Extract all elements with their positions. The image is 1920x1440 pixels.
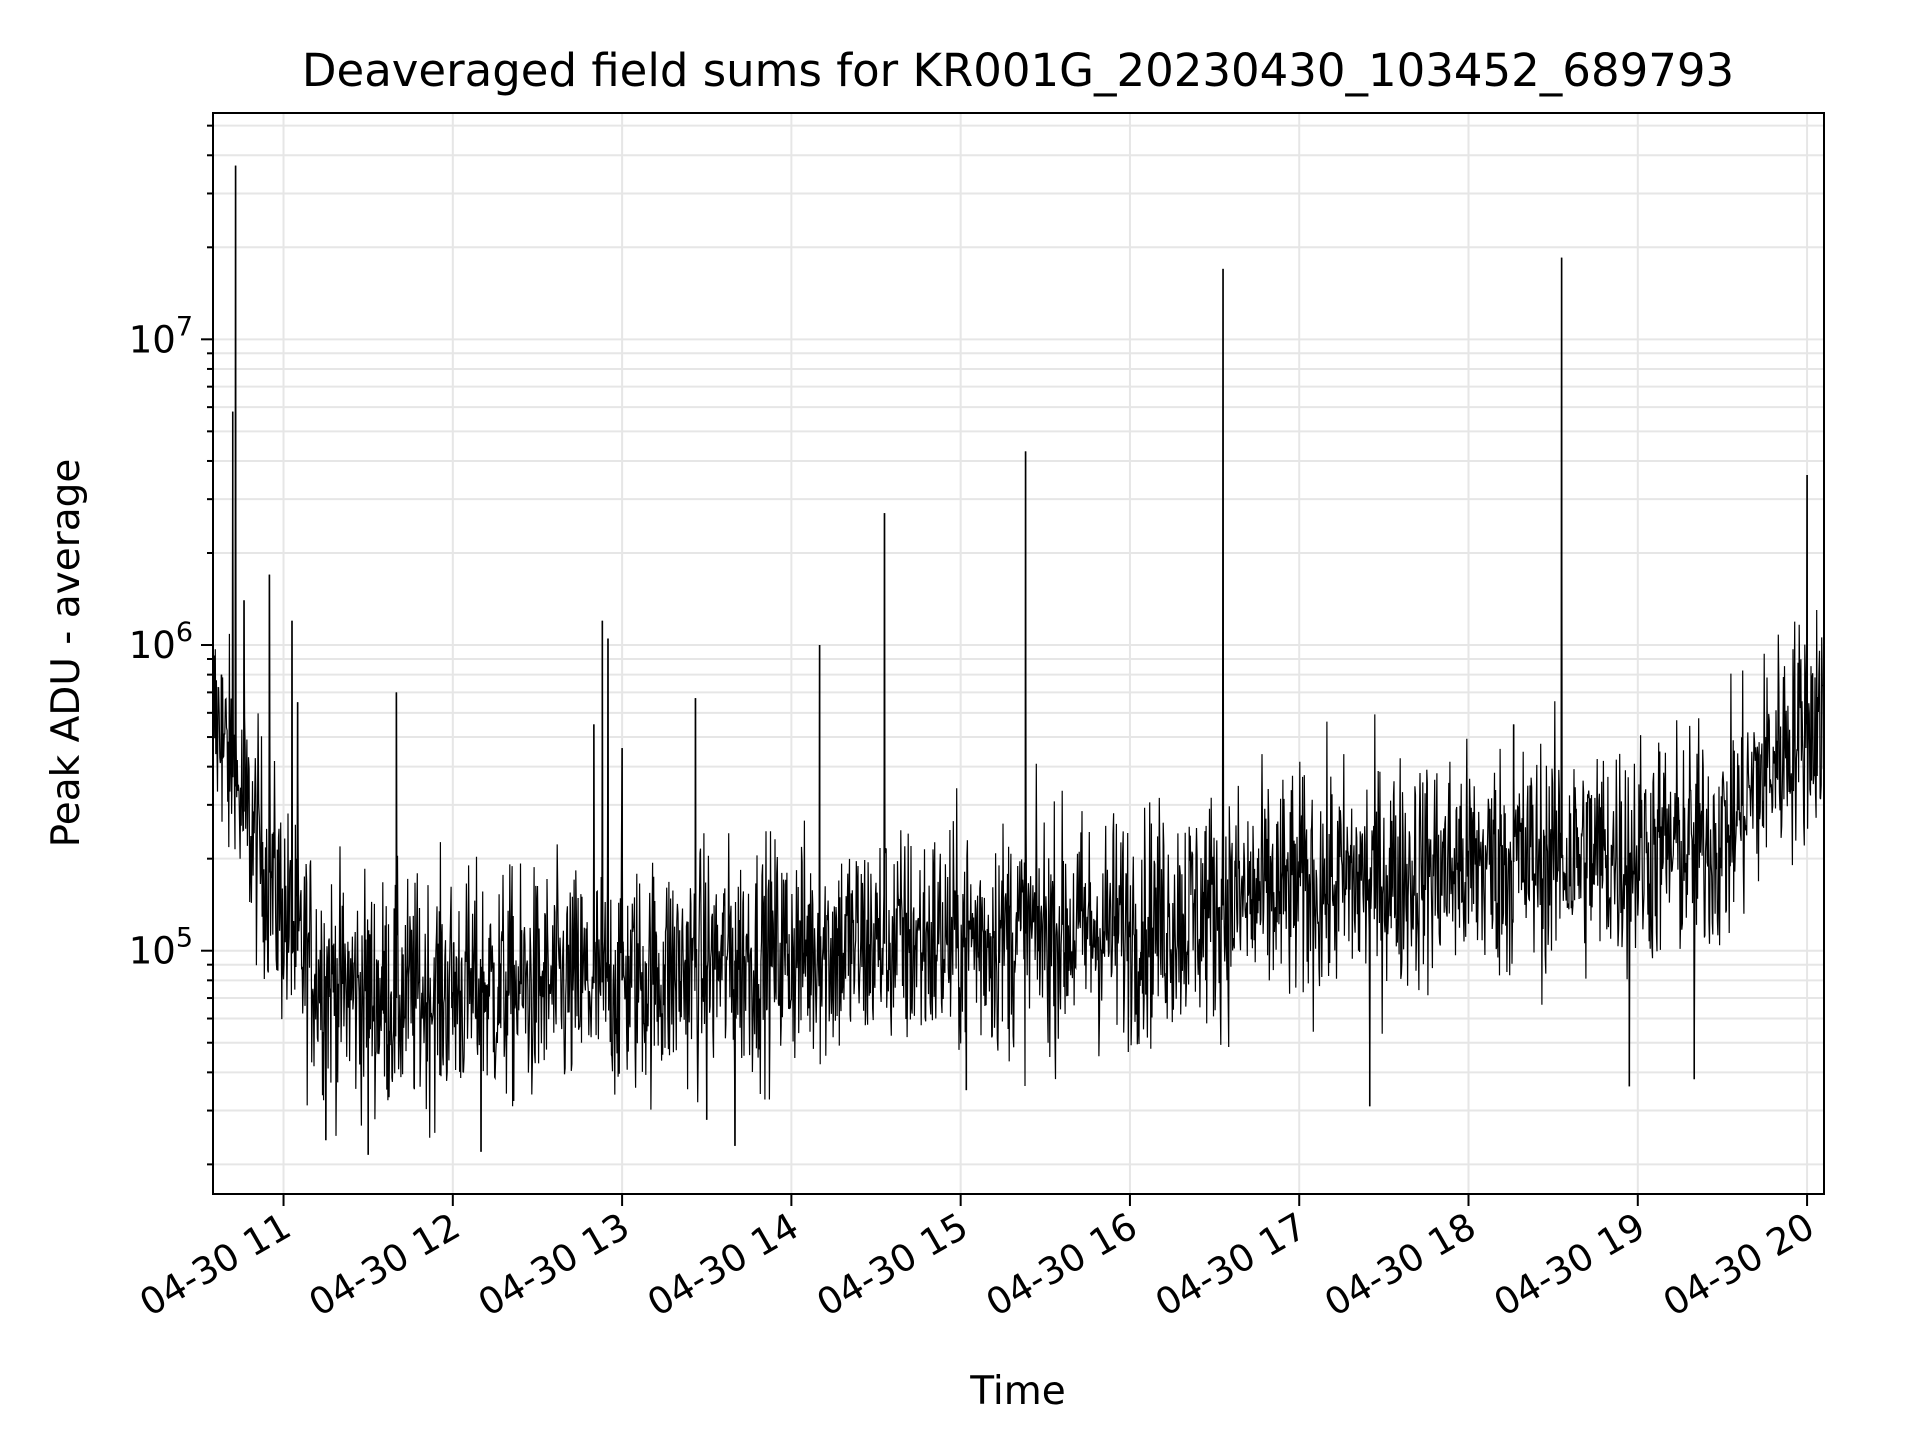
y-axis: 105 106 107	[129, 124, 213, 1166]
y-tick-label: 107	[129, 311, 193, 361]
y-tick-label: 105	[129, 923, 193, 973]
x-axis-label: Time	[969, 1369, 1065, 1414]
plot-frame	[212, 112, 1825, 1195]
data-series	[212, 165, 1825, 1155]
chart-title: Deaveraged field sums for KR001G_2023043…	[302, 44, 1734, 97]
y-tick-label: 106	[129, 617, 193, 667]
y-axis-label: Peak ADU - average	[44, 459, 89, 848]
